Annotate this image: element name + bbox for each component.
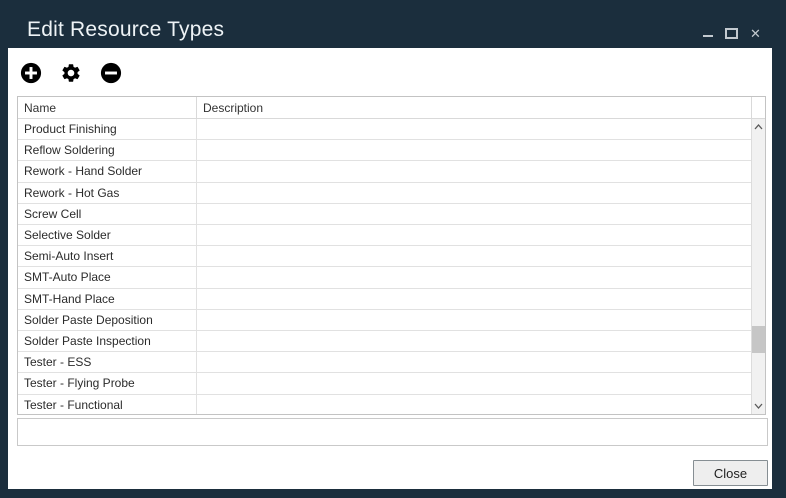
cell-description[interactable] (197, 246, 751, 266)
cell-description[interactable] (197, 267, 751, 287)
cell-name[interactable]: Selective Solder (18, 225, 197, 246)
cell-name[interactable]: Semi-Auto Insert (18, 246, 197, 267)
dialog-close-button[interactable]: Close (693, 460, 768, 486)
table-row[interactable]: Semi-Auto Insert (18, 246, 751, 268)
table-body: Product Finishing Reflow Soldering Rewor… (18, 119, 765, 414)
close-button[interactable]: ✕ (749, 26, 762, 40)
maximize-icon (725, 27, 738, 39)
scrollbar-thumb[interactable] (752, 326, 765, 353)
close-x-icon: ✕ (750, 25, 761, 41)
cell-description[interactable] (197, 373, 751, 393)
cell-description[interactable] (197, 331, 751, 351)
cell-name[interactable]: Tester - Flying Probe (18, 373, 197, 394)
scroll-up-button[interactable] (752, 119, 765, 135)
cell-description[interactable] (197, 310, 751, 330)
table-row[interactable]: Tester - ESS (18, 352, 751, 374)
cell-name[interactable]: Screw Cell (18, 203, 197, 225)
resource-types-table: Name Description Product Finishing Reflo… (17, 96, 766, 415)
cell-name[interactable]: Tester - Functional (18, 394, 197, 414)
table-row[interactable]: Tester - Flying Probe (18, 373, 751, 395)
column-header-description[interactable]: Description (197, 97, 752, 118)
cell-name[interactable]: Reflow Soldering (18, 140, 197, 161)
maximize-button[interactable] (725, 26, 738, 40)
cell-description[interactable] (197, 119, 751, 139)
table-row[interactable]: Selective Solder (18, 225, 751, 247)
cell-name[interactable]: Tester - ESS (18, 352, 197, 373)
column-header-name[interactable]: Name (18, 97, 197, 118)
table-row[interactable]: Screw Cell (18, 203, 751, 226)
cell-description[interactable] (197, 289, 751, 309)
cell-name[interactable]: SMT-Hand Place (18, 288, 197, 309)
table-rows: Product Finishing Reflow Soldering Rewor… (18, 119, 751, 414)
cell-name[interactable]: Rework - Hand Solder (18, 161, 197, 182)
cell-name[interactable]: Rework - Hot Gas (18, 182, 197, 203)
gear-icon (60, 62, 82, 84)
table-row[interactable]: Tester - Functional (18, 394, 751, 414)
cell-description[interactable] (197, 395, 751, 414)
table-row[interactable]: SMT-Hand Place (18, 288, 751, 310)
minus-circle-icon (100, 62, 122, 84)
dialog-content: Name Description Product Finishing Reflo… (8, 48, 772, 489)
info-panel (17, 418, 768, 446)
chevron-up-icon (754, 124, 763, 130)
table-row[interactable]: Rework - Hot Gas (18, 182, 751, 204)
table-row[interactable]: Reflow Soldering (18, 140, 751, 162)
table-row[interactable]: SMT-Auto Place (18, 267, 751, 289)
add-button[interactable] (20, 62, 42, 84)
window-title: Edit Resource Types (27, 18, 225, 41)
chevron-down-icon (754, 403, 763, 409)
cell-description[interactable] (197, 225, 751, 245)
cell-description[interactable] (197, 183, 751, 203)
table-row[interactable]: Rework - Hand Solder (18, 161, 751, 183)
cell-name[interactable]: Product Finishing (18, 119, 197, 140)
vertical-scrollbar[interactable] (751, 119, 765, 414)
table-row[interactable]: Solder Paste Deposition (18, 309, 751, 332)
titlebar[interactable]: Edit Resource Types ✕ (0, 0, 786, 48)
table-header: Name Description (18, 97, 765, 119)
minimize-icon (702, 35, 713, 37)
cell-description[interactable] (197, 204, 751, 224)
column-header-spacer (752, 97, 765, 118)
settings-button[interactable] (60, 62, 82, 84)
plus-circle-icon (20, 62, 42, 84)
scroll-down-button[interactable] (752, 398, 765, 414)
window-controls: ✕ (701, 26, 762, 40)
cell-description[interactable] (197, 352, 751, 372)
cell-name[interactable]: Solder Paste Deposition (18, 309, 197, 331)
toolbar (20, 62, 122, 84)
minimize-button[interactable] (701, 26, 714, 40)
table-row[interactable]: Solder Paste Inspection (18, 331, 751, 353)
cell-description[interactable] (197, 161, 751, 181)
table-row[interactable]: Product Finishing (18, 119, 751, 141)
cell-name[interactable]: SMT-Auto Place (18, 267, 197, 288)
cell-name[interactable]: Solder Paste Inspection (18, 331, 197, 352)
cell-description[interactable] (197, 140, 751, 160)
remove-button[interactable] (100, 62, 122, 84)
